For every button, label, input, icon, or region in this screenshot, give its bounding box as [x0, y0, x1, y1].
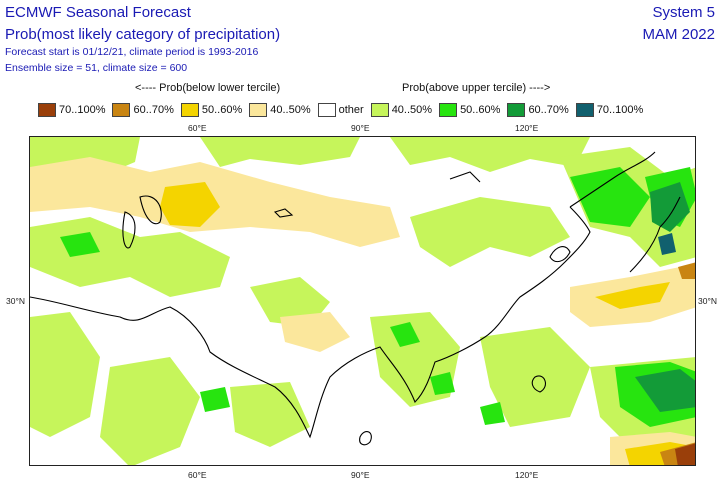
- coastlines: [30, 151, 681, 446]
- prob-below-70-100-areas: [675, 443, 695, 465]
- legend-label: 40..50%: [270, 104, 311, 116]
- legend-label: 70..100%: [596, 104, 644, 116]
- legend-label: 60..70%: [528, 104, 569, 116]
- forecast-map: [29, 136, 696, 466]
- lon-label-top-60e: 60°E: [188, 123, 207, 133]
- prob-above-70-100-areas: [658, 233, 676, 255]
- legend-swatch: [180, 103, 199, 117]
- season-label: MAM 2022: [642, 26, 715, 43]
- below-tercile-heading: <---- Prob(below lower tercile): [135, 82, 281, 94]
- lat-label-right-30n: 30°N: [698, 296, 717, 306]
- legend-item: 70..100%: [38, 103, 105, 117]
- lon-label-bottom-90e: 90°E: [351, 470, 370, 480]
- map-canvas: [30, 137, 695, 465]
- legend-swatch: [370, 103, 389, 117]
- legend-label: other: [338, 104, 364, 116]
- map-subtitle: Prob(most likely category of precipitati…: [5, 26, 281, 43]
- legend-item: 40..50%: [370, 103, 433, 117]
- legend-swatch: [38, 103, 56, 117]
- legend-label: 70..100%: [59, 104, 106, 116]
- legend-item: 60..70%: [112, 103, 174, 117]
- legend-label: 50..60%: [201, 104, 243, 116]
- legend-item: 70..100%: [575, 103, 644, 117]
- map-title: ECMWF Seasonal Forecast: [5, 4, 191, 21]
- lon-label-bottom-120e: 120°E: [515, 470, 539, 480]
- legend-label: 50..60%: [460, 104, 501, 116]
- legend-item: 50..60%: [439, 103, 500, 117]
- legend-swatch: [575, 103, 594, 117]
- lon-label-top-120e: 120°E: [515, 123, 539, 133]
- legend-swatch: [507, 103, 526, 117]
- legend-item: 60..70%: [507, 103, 569, 117]
- legend-item: other: [317, 103, 364, 117]
- legend-item: 50..60%: [180, 103, 243, 117]
- ensemble-size-text: Ensemble size = 51, climate size = 600: [5, 62, 188, 74]
- lon-label-top-90e: 90°E: [351, 123, 370, 133]
- legend-swatch: [439, 103, 458, 117]
- legend-item: 40..50%: [249, 103, 311, 117]
- legend-swatch: [112, 103, 131, 117]
- prob-above-60-70-areas: [635, 182, 695, 412]
- legend-label: 60..70%: [133, 104, 174, 116]
- legend-label: 40..50%: [391, 104, 433, 116]
- system-label: System 5: [652, 4, 715, 21]
- above-tercile-heading: Prob(above upper tercile) ---->: [402, 82, 551, 94]
- forecast-start-text: Forecast start is 01/12/21, climate peri…: [5, 46, 259, 58]
- legend-swatch: [317, 103, 336, 117]
- color-legend: 70..100% 60..70% 50..60% 40..50% other 40..50…: [38, 102, 650, 118]
- legend-swatch: [249, 103, 268, 117]
- lon-label-bottom-60e: 60°E: [188, 470, 207, 480]
- lat-label-left-30n: 30°N: [6, 296, 25, 306]
